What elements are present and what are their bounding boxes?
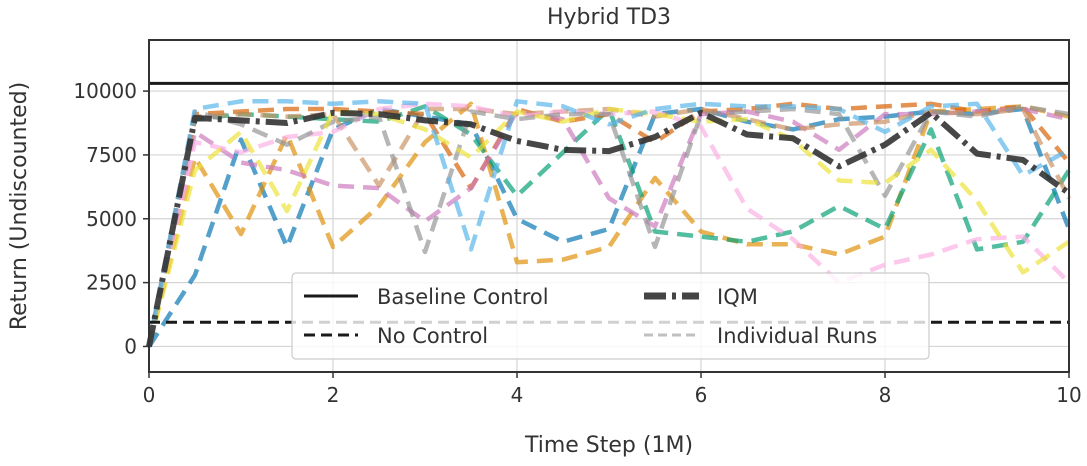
y-tick-label: 5000 [86, 207, 137, 231]
plot-frame [148, 39, 1070, 373]
legend-label-no-control: No Control [377, 324, 488, 348]
legend-box [291, 272, 930, 360]
individual-run-line-9 [146, 106, 1071, 348]
iqm-layer [146, 109, 1071, 348]
x-axis-title: Time Step (1M) [524, 433, 693, 458]
individual-runs [146, 99, 1072, 348]
x-tick-label: 4 [511, 383, 524, 407]
individual-run-line-5 [146, 106, 1070, 347]
x-tick-label: 0 [143, 383, 156, 407]
x-tick-label: 6 [695, 383, 708, 407]
individual-run-line-10 [146, 99, 1071, 347]
y-tick-label: 0 [124, 334, 137, 358]
x-tick-label: 8 [879, 383, 892, 407]
individual-run-line-3 [146, 104, 1071, 347]
x-tick-label: 2 [327, 383, 340, 407]
y-tick-label: 2500 [86, 271, 137, 295]
individual-run-line-8 [146, 104, 1070, 347]
legend-label-individual-runs: Individual Runs [717, 324, 877, 348]
y-tick-label: 10000 [73, 79, 137, 103]
legend-label-baseline-control: Baseline Control [377, 285, 549, 309]
legend: Baseline Control IQM No Control Individu… [291, 272, 930, 360]
x-tick-label: 10 [1056, 383, 1081, 407]
y-axis-title: Return (Undiscounted) [7, 82, 32, 330]
x-ticks: 0 2 4 6 8 10 [143, 372, 1082, 407]
y-tick-label: 7500 [86, 143, 137, 167]
iqm-line [146, 109, 1071, 348]
legend-label-iqm: IQM [717, 285, 758, 309]
individual-run-line-1 [147, 106, 1072, 348]
chart-title: Hybrid TD3 [547, 5, 671, 30]
y-ticks: 0 2500 5000 7500 10000 [73, 79, 149, 358]
individual-run-line-2 [146, 101, 1070, 348]
